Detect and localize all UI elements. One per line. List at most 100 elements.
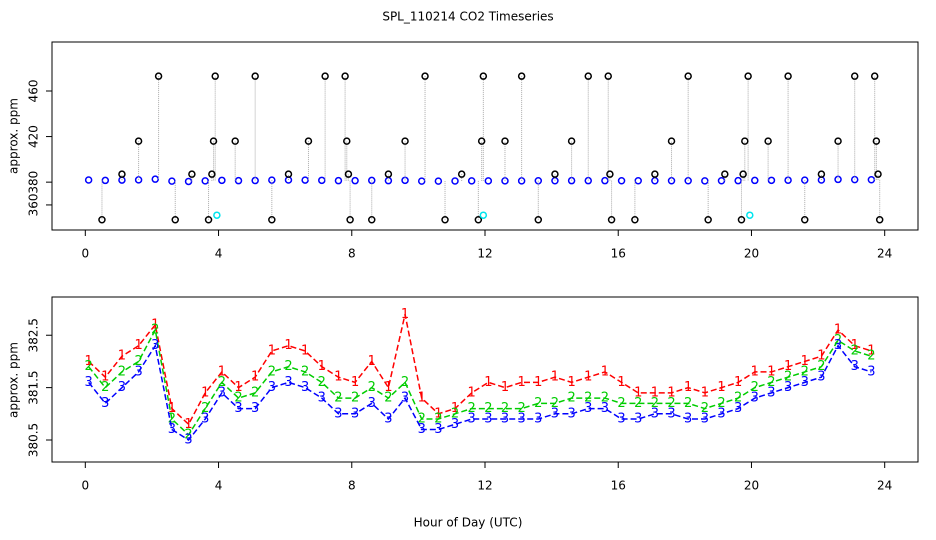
point-symbol: 2 (218, 375, 226, 390)
point-symbol: 1 (351, 375, 359, 390)
point-symbol: 3 (567, 406, 575, 421)
point-symbol: 1 (734, 375, 742, 390)
point-symbol: 3 (401, 391, 409, 406)
point-symbol: 3 (251, 401, 259, 416)
point-symbol: 3 (318, 391, 326, 406)
point-symbol: 1 (601, 364, 609, 379)
point (368, 215, 376, 224)
point-symbol: 3 (484, 412, 492, 427)
point (746, 211, 754, 219)
point-symbol: 1 (517, 375, 525, 390)
point-symbol: 1 (184, 417, 192, 432)
point-symbol: 3 (617, 412, 625, 427)
point (737, 215, 746, 224)
point-symbol: 3 (684, 412, 692, 427)
point-symbol: 3 (284, 375, 292, 390)
y-axis-label: approx. ppm (7, 98, 21, 174)
point-symbol: 2 (867, 349, 875, 364)
point (171, 215, 179, 224)
point (417, 177, 426, 185)
point-symbol: 3 (817, 370, 825, 385)
point-symbol: 2 (251, 385, 259, 400)
point (634, 177, 642, 185)
point-symbol: 2 (667, 396, 675, 411)
point (606, 170, 614, 178)
point (867, 176, 876, 184)
point-symbol: 1 (851, 338, 859, 353)
point-symbol: 2 (134, 354, 142, 369)
point (479, 72, 488, 80)
point-symbol: 3 (867, 364, 875, 379)
point (213, 211, 221, 219)
point (721, 170, 729, 178)
point-symbol: 2 (318, 375, 326, 390)
point-symbol: 2 (484, 401, 492, 416)
point-symbol: 1 (301, 343, 309, 358)
point (421, 72, 429, 80)
point-symbol: 2 (334, 391, 342, 406)
point-symbol: 2 (368, 380, 376, 395)
point-symbol: 2 (517, 401, 525, 416)
point-symbol: 2 (717, 396, 725, 411)
point-symbol: 1 (368, 354, 376, 369)
x-axis-label: Hour of Day (UTC) (414, 516, 523, 530)
point (684, 72, 692, 80)
point (168, 177, 176, 185)
point (384, 170, 393, 178)
point (344, 170, 353, 178)
x-tick-label: 8 (348, 479, 356, 493)
point-symbol: 1 (384, 380, 392, 395)
y-tick-label: 360 (27, 193, 41, 216)
point (318, 176, 326, 185)
point-symbol: 2 (284, 359, 292, 374)
point (98, 215, 106, 224)
point-symbol: 2 (817, 359, 825, 374)
point (534, 215, 543, 224)
point-symbol: 3 (168, 422, 176, 437)
point-symbol: 2 (567, 391, 575, 406)
point-symbol: 1 (701, 385, 709, 400)
point-symbol: 3 (101, 396, 109, 411)
series-line (88, 327, 872, 436)
point-symbol: 1 (751, 364, 759, 379)
point-symbol: 3 (434, 422, 442, 437)
series-line (88, 343, 872, 441)
point-symbol: 2 (701, 401, 709, 416)
point (517, 72, 526, 80)
point (631, 215, 639, 224)
point-symbol: 2 (684, 396, 692, 411)
point-symbol: 2 (501, 401, 509, 416)
point (284, 170, 293, 178)
point-symbol: 1 (667, 385, 675, 400)
point-symbol: 2 (268, 364, 276, 379)
point-symbol: 3 (201, 412, 209, 427)
point (474, 215, 483, 224)
x-tick-label: 4 (215, 247, 223, 261)
point-symbol: 1 (101, 370, 109, 385)
point-symbol: 2 (118, 364, 126, 379)
y-axis-label: approx. ppm (7, 342, 21, 418)
point-symbol: 1 (334, 370, 342, 385)
x-tick-label: 20 (744, 247, 759, 261)
point-symbol: 1 (234, 380, 242, 395)
point-symbol: 3 (418, 422, 426, 437)
point (601, 176, 609, 185)
point (872, 137, 881, 145)
point-symbol: 2 (551, 396, 559, 411)
point (346, 215, 354, 224)
point (741, 137, 749, 145)
point-symbol: 2 (301, 364, 309, 379)
point (118, 170, 126, 178)
point (401, 137, 409, 145)
point-symbol: 2 (534, 396, 542, 411)
point-symbol: 1 (651, 385, 659, 400)
x-tick-label: 0 (81, 479, 89, 493)
point (604, 72, 612, 80)
point-symbol: 3 (84, 375, 92, 390)
point-symbol: 3 (534, 412, 542, 427)
point-symbol: 1 (318, 359, 326, 374)
point (101, 176, 110, 185)
point (231, 137, 239, 145)
point-symbol: 1 (584, 370, 592, 385)
